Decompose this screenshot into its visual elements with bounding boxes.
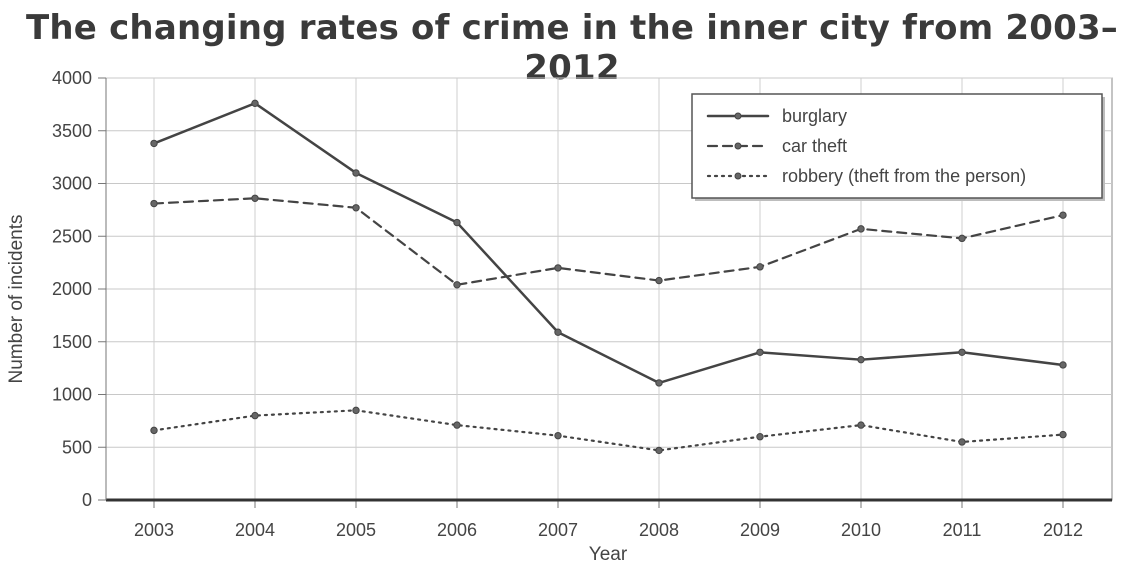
y-tick-label: 2500 bbox=[52, 226, 92, 246]
data-point bbox=[150, 426, 158, 435]
data-point bbox=[150, 139, 158, 148]
data-point bbox=[251, 411, 259, 420]
series-layer bbox=[150, 99, 1067, 455]
legend-label-1: car theft bbox=[782, 136, 847, 156]
data-point bbox=[857, 355, 865, 364]
data-point bbox=[352, 204, 360, 212]
data-point bbox=[958, 234, 966, 243]
data-point bbox=[453, 281, 461, 289]
data-point bbox=[756, 348, 764, 356]
data-point bbox=[958, 438, 966, 446]
data-point bbox=[150, 199, 158, 208]
x-tick-label: 2010 bbox=[841, 520, 881, 540]
series-line-2 bbox=[152, 409, 1065, 452]
data-point bbox=[453, 218, 461, 227]
x-tick-label: 2003 bbox=[134, 520, 174, 540]
data-point bbox=[857, 225, 865, 233]
data-point bbox=[1059, 211, 1067, 219]
data-point bbox=[554, 431, 562, 440]
x-tick-label: 2007 bbox=[538, 520, 578, 540]
y-tick-label: 2000 bbox=[52, 279, 92, 299]
data-point bbox=[251, 194, 259, 202]
x-tick-label: 2004 bbox=[235, 520, 275, 540]
data-point bbox=[756, 433, 764, 441]
data-point bbox=[958, 348, 966, 356]
data-point bbox=[251, 99, 259, 108]
x-tick-label: 2005 bbox=[336, 520, 376, 540]
legend-marker bbox=[734, 142, 742, 150]
x-tick-label: 2009 bbox=[740, 520, 780, 540]
data-point bbox=[1059, 430, 1067, 439]
x-tick-label: 2011 bbox=[943, 520, 982, 540]
y-tick-label: 0 bbox=[82, 490, 92, 510]
x-tick-label: 2008 bbox=[639, 520, 679, 540]
y-tick-label: 1000 bbox=[52, 385, 92, 405]
data-point bbox=[453, 421, 461, 429]
y-axis-title: Number of incidents bbox=[6, 215, 27, 384]
data-point bbox=[352, 169, 360, 177]
series-line-1 bbox=[152, 197, 1065, 286]
axis-layer: 0 500 1000 1500 2000 2500 3000 3500 4000 2003 2004… bbox=[6, 68, 1112, 565]
legend: burglary car theft robbery (theft from the… bbox=[691, 93, 1105, 201]
series-line-0 bbox=[152, 102, 1065, 385]
y-tick-label: 1500 bbox=[52, 332, 92, 352]
x-axis-title: Year bbox=[589, 544, 628, 565]
data-point bbox=[655, 276, 663, 285]
data-point bbox=[1059, 361, 1067, 369]
y-tick-label: 500 bbox=[62, 437, 92, 457]
data-point bbox=[655, 379, 663, 387]
y-tick-label: 4000 bbox=[52, 68, 92, 88]
legend-marker bbox=[734, 112, 742, 120]
data-point bbox=[352, 406, 360, 415]
data-point bbox=[554, 328, 562, 336]
data-point bbox=[756, 263, 764, 271]
data-point bbox=[554, 264, 562, 272]
y-tick-label: 3000 bbox=[52, 174, 92, 194]
x-tick-label: 2012 bbox=[1043, 520, 1083, 540]
x-tick-label: 2006 bbox=[437, 520, 477, 540]
data-point bbox=[857, 421, 865, 429]
chart-title: The changing rates of crime in the inner… bbox=[25, 8, 1118, 88]
legend-label-2: robbery (theft from the person) bbox=[782, 166, 1026, 186]
legend-label-0: burglary bbox=[782, 106, 847, 126]
legend-marker bbox=[734, 172, 742, 180]
data-point bbox=[655, 446, 663, 455]
y-tick-label: 3500 bbox=[52, 121, 92, 141]
